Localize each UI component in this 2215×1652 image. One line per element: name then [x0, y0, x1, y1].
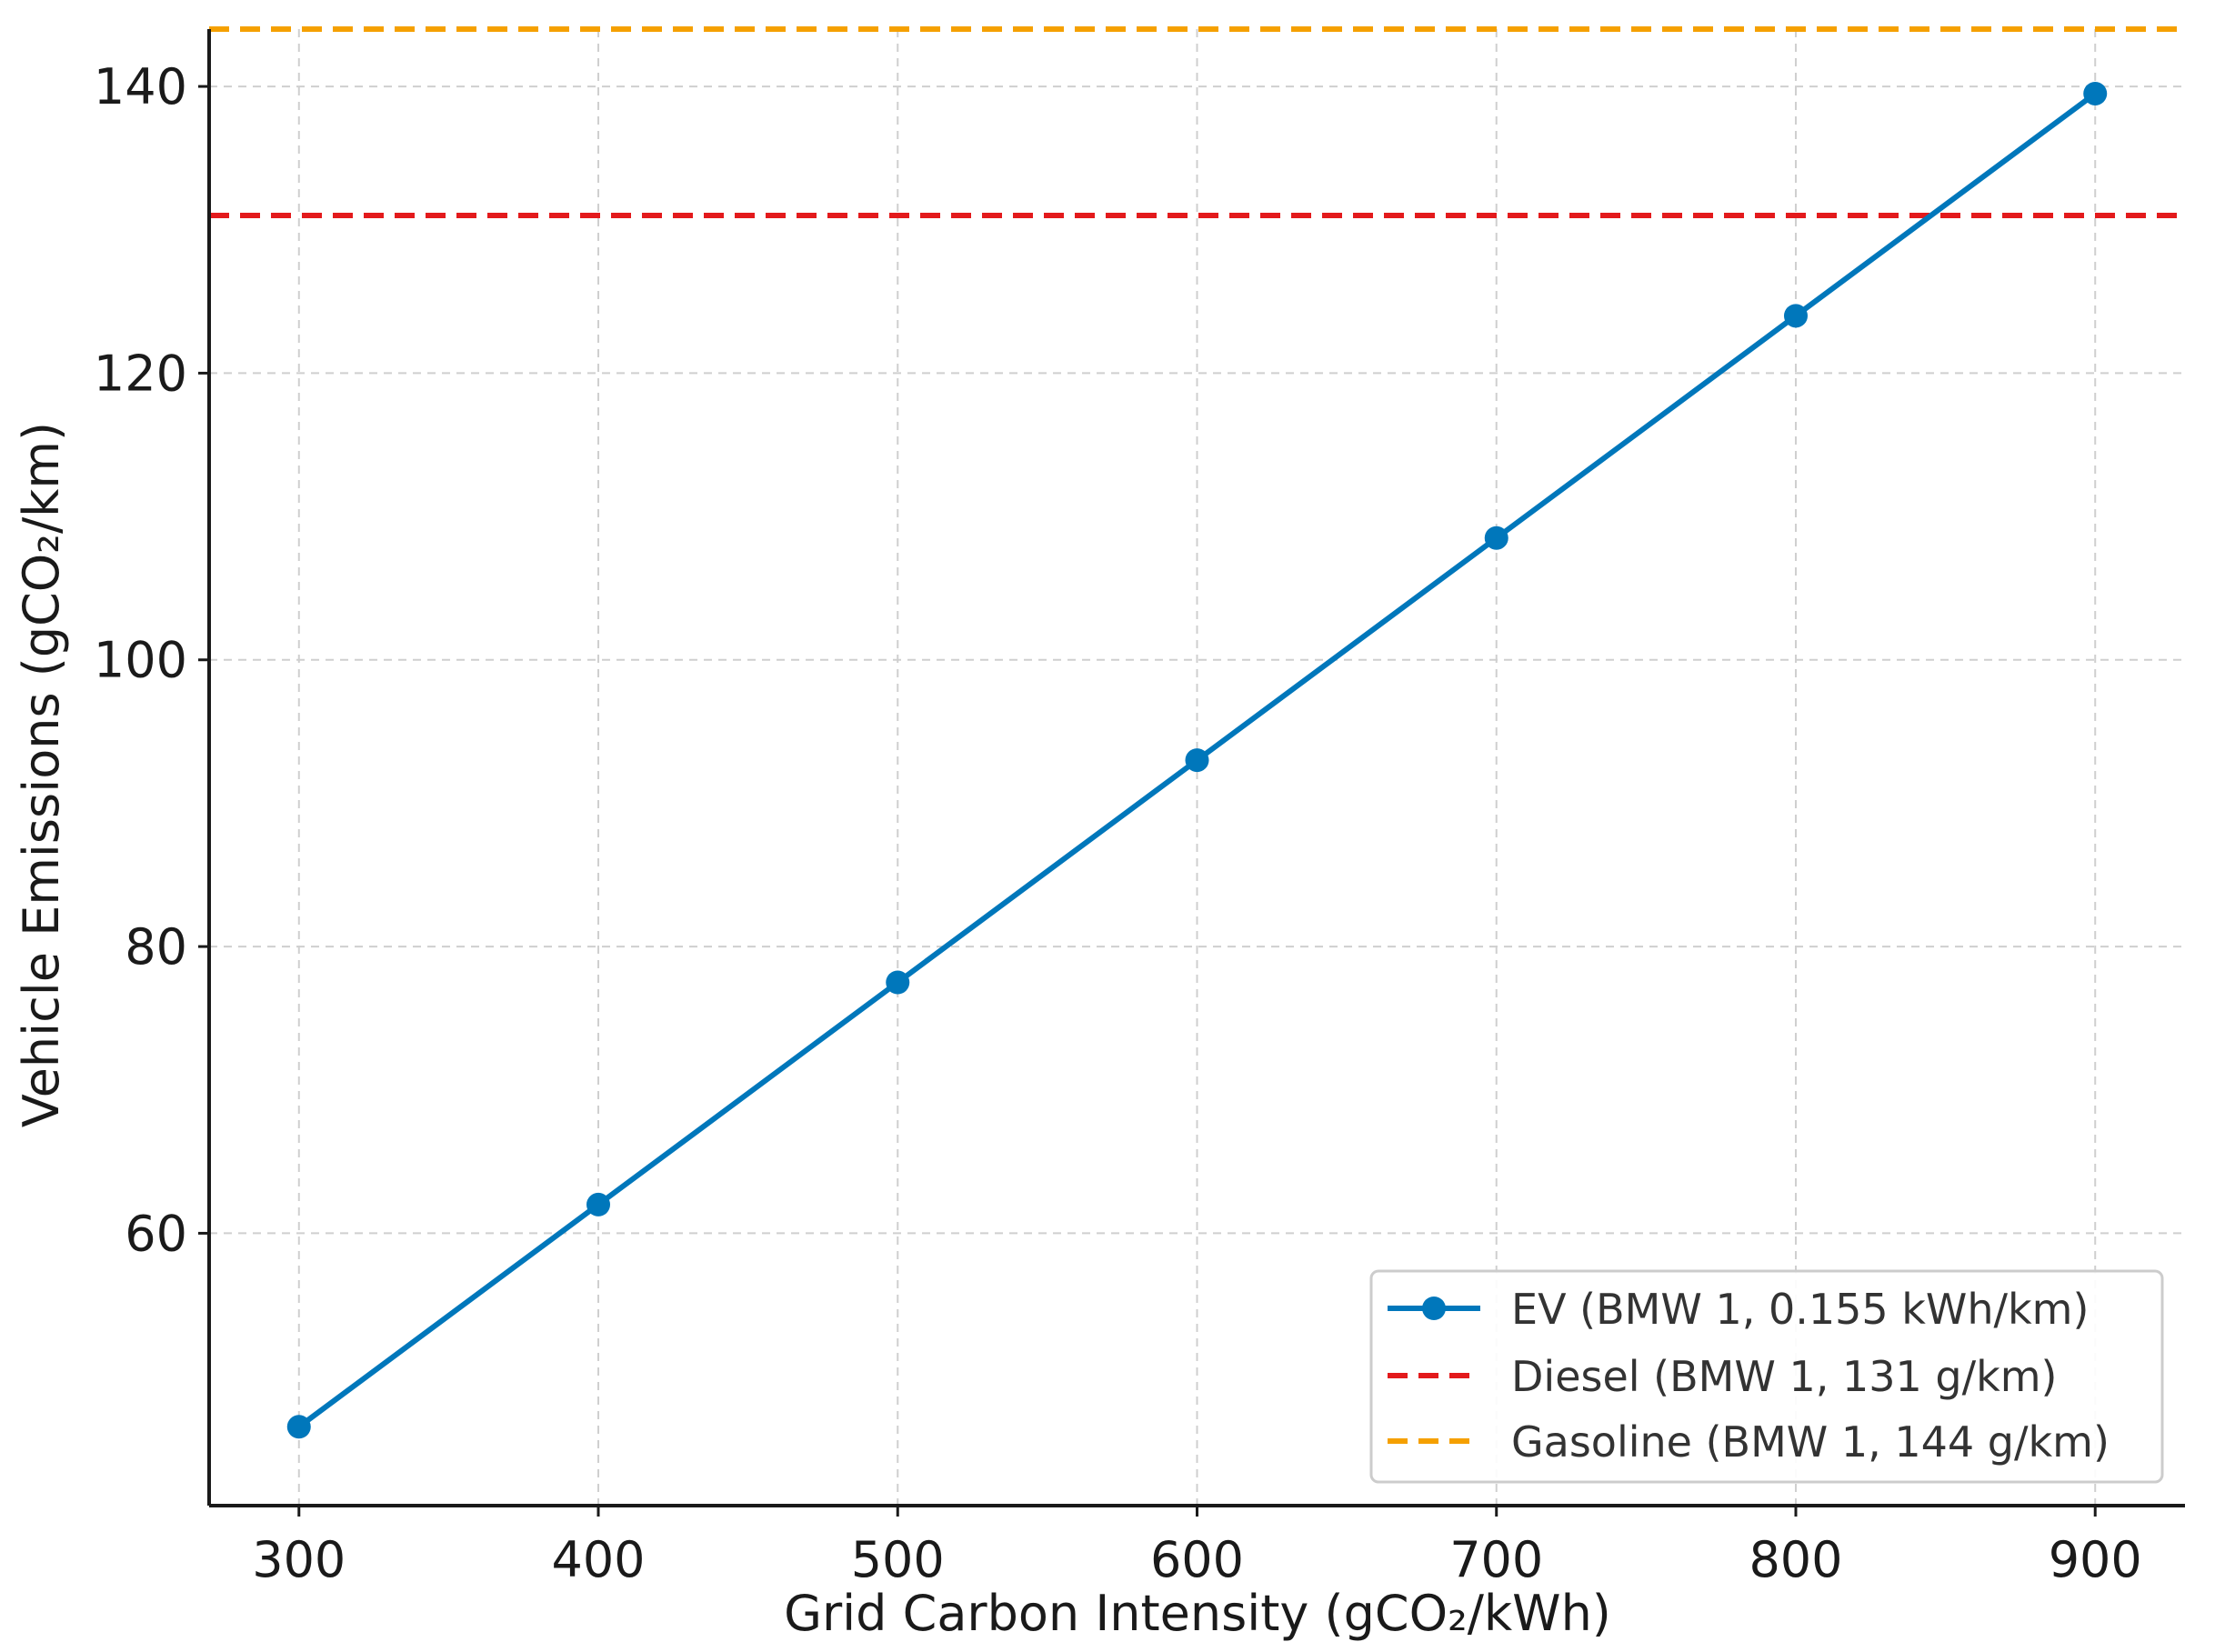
- data-point-400: [586, 1192, 611, 1216]
- legend-box: [1369, 1269, 2164, 1484]
- data-point-600: [1185, 748, 1209, 773]
- x-tick-label-400: 400: [551, 1531, 645, 1588]
- x-tick-label-500: 500: [851, 1531, 945, 1588]
- legend-marker-ev: [1422, 1297, 1446, 1320]
- x-tick-label-800: 800: [1749, 1531, 1842, 1588]
- legend-label-gasoline: Gasoline (BMW 1, 144 g/km): [1511, 1417, 2110, 1467]
- x-tick-label-700: 700: [1449, 1531, 1543, 1588]
- y-tick-label-120: 120: [94, 345, 187, 402]
- reference-lines: [209, 26, 2185, 218]
- legend-label-ev: EV (BMW 1, 0.155 kWh/km): [1511, 1285, 2089, 1334]
- legend: EV (BMW 1, 0.155 kWh/km) Diesel (BMW 1, …: [1369, 1269, 2164, 1484]
- x-axis-title: Grid Carbon Intensity (gCO₂/kWh): [784, 1585, 1611, 1642]
- x-tick-label-300: 300: [252, 1531, 346, 1588]
- x-tick-label-600: 600: [1150, 1531, 1244, 1588]
- data-point-500: [886, 970, 910, 995]
- y-tick-label-140: 140: [94, 58, 187, 115]
- data-point-700: [1484, 526, 1508, 550]
- grid-layer: [209, 29, 2185, 1506]
- data-point-900: [2083, 81, 2108, 105]
- series-layer: [286, 81, 2108, 1439]
- y-tick-label-60: 60: [125, 1205, 187, 1262]
- data-point-300: [286, 1415, 311, 1439]
- y-axis-title: Vehicle Emissions (gCO₂/km): [13, 422, 70, 1127]
- y-tick-label-100: 100: [94, 632, 187, 689]
- axes: 300 400 500 600 700 800 900 60 80 100 120 140: [94, 29, 2185, 1588]
- x-tick-label-900: 900: [2049, 1531, 2142, 1588]
- data-point-800: [1783, 304, 1808, 328]
- y-tick-label-80: 80: [125, 918, 187, 976]
- legend-label-diesel: Diesel (BMW 1, 131 g/km): [1511, 1352, 2058, 1401]
